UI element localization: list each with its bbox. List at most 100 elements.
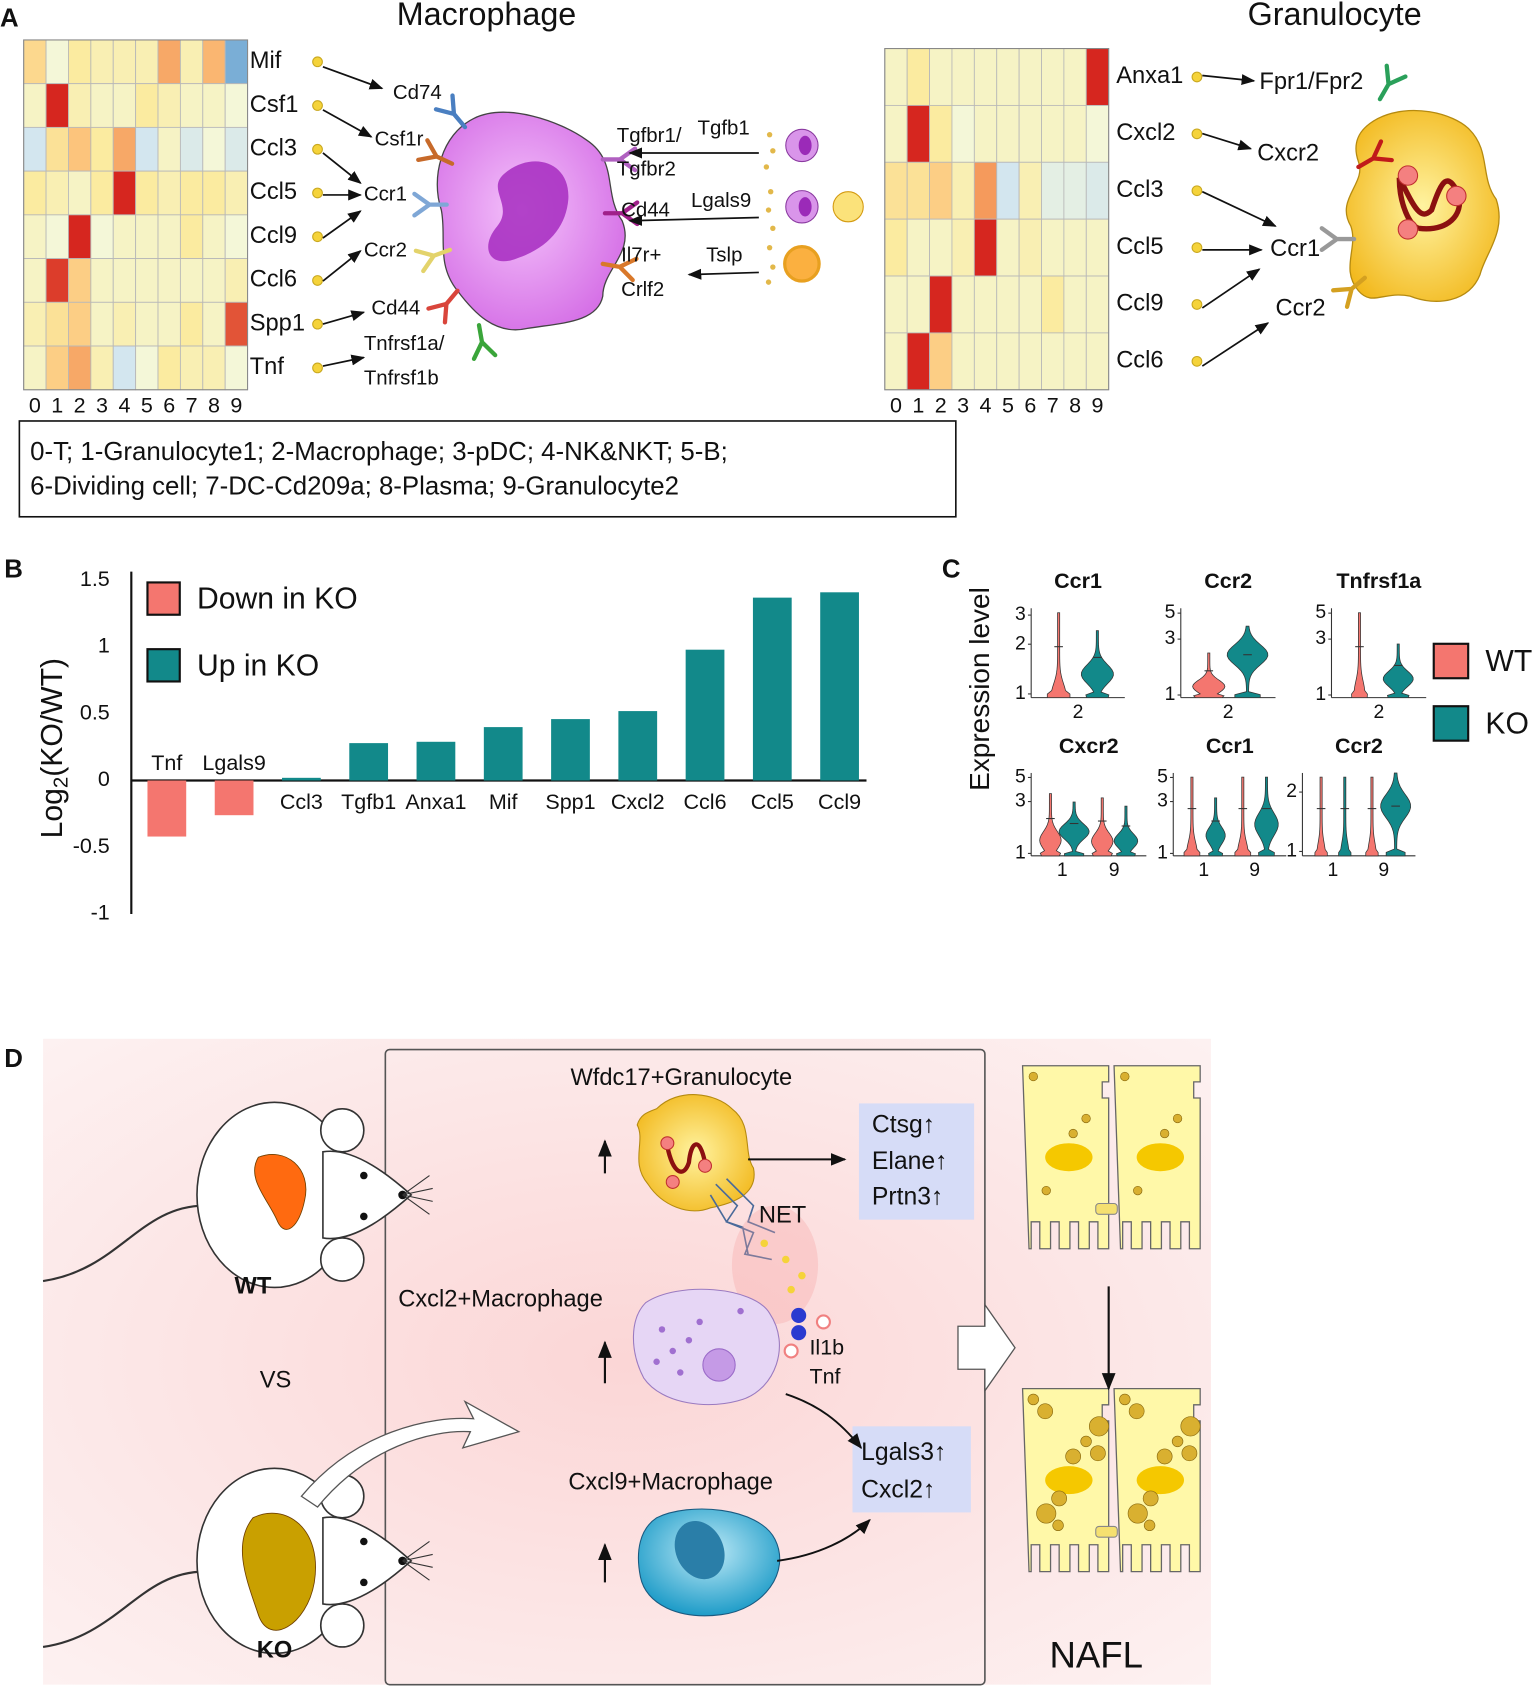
heatmap-cell [1018, 48, 1042, 106]
heatmap-cell [68, 214, 92, 260]
heatmap-cell [112, 126, 137, 172]
heatmap-cell [135, 301, 159, 347]
heatmap-column-label: 3 [96, 394, 108, 418]
junction [1095, 1202, 1118, 1215]
heatmap-cell [906, 218, 930, 277]
heatmap-cell [23, 126, 47, 172]
heatmap-cell [23, 83, 47, 128]
ligand-label: Tslp [706, 244, 742, 267]
receptor-label: Ccr1 [364, 182, 407, 205]
heatmap-cell [996, 104, 1020, 163]
ligand-dot [312, 362, 323, 374]
subplot-title: Ccr1 [1054, 569, 1102, 593]
lipid-droplet [1037, 1403, 1054, 1420]
bar [618, 711, 658, 781]
receptor [1377, 63, 1408, 102]
lipid-droplet [1052, 1519, 1064, 1532]
product-box [852, 1426, 971, 1513]
ligand-dot [312, 231, 323, 243]
heatmap-cell [202, 83, 226, 128]
bar [551, 719, 590, 781]
product-label: Prtn3↑ [872, 1184, 944, 1211]
legend-swatch [146, 648, 181, 683]
receptor-shape [1356, 139, 1394, 170]
heatmap-cell [157, 170, 181, 216]
granule [696, 1318, 703, 1326]
bar [483, 727, 523, 781]
heatmap-column-label: 2 [935, 394, 947, 418]
macrophage-nucleus [702, 1348, 736, 1382]
heatmap-cell [68, 258, 92, 303]
heatmap-cell [906, 104, 930, 163]
x-tick-label: 9 [1378, 859, 1389, 881]
violin [1338, 776, 1352, 857]
ligand-dot [312, 56, 323, 68]
violin [1091, 797, 1114, 857]
heatmap-cell [45, 214, 69, 260]
violin [1351, 612, 1368, 698]
lipid-droplet [1127, 1503, 1148, 1524]
x-tick-label: 1 [1057, 859, 1068, 881]
legend-swatch [146, 581, 181, 616]
arrow [1202, 74, 1256, 86]
violin [1192, 652, 1226, 698]
violin [1234, 776, 1252, 857]
heatmap-cell [23, 39, 47, 85]
mouse-liver [241, 1512, 316, 1631]
y-tick-label: 3 [1165, 627, 1176, 649]
mouse-eye [360, 1171, 368, 1180]
lipid-droplet [1090, 1445, 1106, 1462]
macrophage-nucleus [488, 161, 569, 262]
y-tick-label: 5 [1157, 766, 1168, 788]
heatmap-cell [202, 258, 226, 303]
subplot-title: Ccr2 [1204, 569, 1252, 593]
heatmap-cell [135, 258, 159, 303]
heatmap-cell [135, 214, 159, 260]
y-tick-label: 1 [98, 634, 110, 658]
y-tick-label: 2 [1286, 780, 1297, 802]
heatmap-cell [1063, 332, 1087, 391]
mouse-liver [254, 1154, 307, 1230]
mouse-whiskers [402, 1175, 433, 1215]
mouse-whiskers [402, 1541, 433, 1581]
heatmap-cell [1041, 104, 1065, 163]
heatmap-cell [135, 170, 159, 216]
product-label: Lgals3↑ [861, 1439, 946, 1466]
heatmap-cell [1041, 161, 1065, 220]
granule [669, 1347, 676, 1355]
legend-label: KO [1485, 708, 1529, 741]
heatmap-cell [112, 301, 137, 347]
heatmap-cell [68, 170, 92, 216]
lipid-droplet [1119, 1393, 1131, 1406]
heatmap-column-label: 7 [186, 394, 198, 418]
heatmap-cell [1041, 48, 1065, 106]
heatmap-cell [973, 161, 998, 220]
net-halo [731, 1205, 819, 1325]
heatmap-column-label: 1 [912, 394, 924, 418]
granulocyte-cell [1345, 109, 1500, 302]
heatmap-cell [68, 126, 92, 172]
lipid-droplet [1088, 1416, 1109, 1437]
heatmap-row-label: Csf1 [250, 92, 299, 118]
receptor-label: Cd74 [393, 81, 442, 104]
mouse-eye [360, 1578, 368, 1587]
heatmap-cell [996, 332, 1020, 391]
granule [653, 1358, 660, 1365]
receptor-label: Cd44 [371, 296, 420, 319]
heatmap-column-label: 5 [1002, 394, 1014, 418]
violin [1365, 776, 1379, 857]
heatmap-cell [68, 83, 92, 128]
heatmap-cell [45, 170, 69, 216]
heatmap-cell [23, 214, 47, 260]
lipid-droplet [1120, 1071, 1130, 1082]
heatmap-cell [23, 170, 47, 216]
heatmap-cell [973, 332, 998, 391]
mouse-tail [42, 1204, 205, 1283]
arrow [1201, 190, 1277, 227]
heatmap-cell [224, 258, 248, 303]
lipid-droplet [1068, 1128, 1078, 1139]
y-tick-label: 5 [1015, 766, 1026, 788]
heatmap-cell [884, 48, 908, 106]
heatmap-cell [68, 39, 92, 85]
x-tick-label: Cxcl2 [611, 790, 665, 814]
